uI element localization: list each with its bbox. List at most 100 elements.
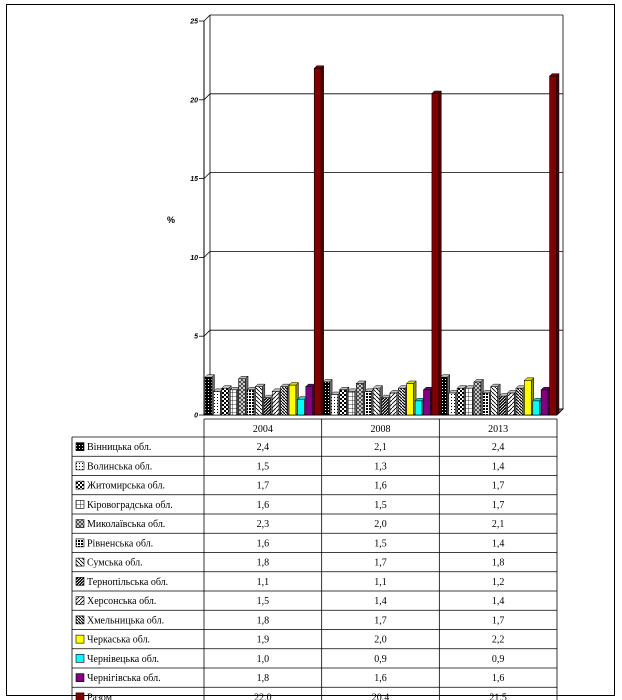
bar-side (320, 65, 324, 416)
bar-front (482, 392, 490, 416)
data-label: 1,9 (257, 635, 270, 646)
bar (313, 65, 325, 416)
bar-front (364, 391, 372, 416)
bar-front (381, 397, 389, 416)
data-label: 1,5 (374, 538, 387, 549)
legend-swatch (75, 634, 85, 644)
bar-front (515, 387, 524, 416)
data-label: 0,9 (374, 654, 387, 665)
data-label: 22,0 (254, 692, 272, 700)
bar (212, 388, 224, 416)
bar (481, 389, 493, 416)
data-label: 2,0 (374, 635, 387, 646)
bar-front (490, 386, 498, 416)
bar-front (263, 397, 272, 416)
gridline-diag (203, 329, 211, 337)
gridline-diag (203, 14, 211, 22)
legend-swatch (75, 519, 85, 528)
y-tick-label: 15 (190, 176, 198, 183)
data-label: 20,4 (372, 692, 390, 700)
data-label: 1,6 (374, 673, 387, 684)
legend-entry: Сумська обл. (87, 558, 143, 569)
bar-front (524, 380, 532, 416)
x-category-label: 2004 (253, 424, 273, 435)
bar-front (414, 400, 423, 416)
legend-swatch (75, 577, 85, 586)
data-label: 2,1 (374, 442, 387, 453)
bar-front (213, 391, 221, 416)
bar (540, 386, 552, 416)
bar (439, 374, 451, 416)
bar-front (330, 394, 339, 416)
bar-front (406, 383, 414, 416)
bar-front (313, 67, 322, 416)
bar (422, 386, 434, 416)
data-label: 1,4 (492, 596, 505, 607)
bar-side (438, 90, 442, 416)
bar (448, 389, 459, 416)
legend-swatch (75, 442, 85, 451)
bar (347, 388, 358, 416)
bar-front (397, 387, 406, 416)
bar (280, 383, 291, 416)
bar-front (448, 392, 456, 416)
data-label: 0,9 (492, 654, 505, 665)
legend-entry: Тернопільська обл. (87, 577, 168, 588)
data-label: 1,8 (257, 558, 270, 569)
y-tick-label: 10 (190, 255, 198, 262)
bar (389, 389, 400, 416)
bar-front (271, 391, 280, 416)
y-tick-label: 5 (194, 334, 198, 341)
bar (532, 397, 543, 416)
bar (414, 397, 426, 416)
data-label: 1,6 (492, 673, 505, 684)
legend-entry: Житомирська обл. (87, 481, 165, 492)
legend-entry: Рівненська обл. (87, 538, 153, 549)
y-tick-label: 20 (189, 97, 198, 104)
bar (229, 386, 241, 416)
legend-swatch (75, 480, 85, 490)
bar (263, 394, 274, 416)
data-label: 1,6 (257, 500, 270, 511)
legend-entry: Чернівецька обл. (87, 654, 159, 665)
data-label: 2,3 (257, 519, 270, 530)
data-label: 1,5 (257, 596, 270, 607)
data-label: 2,2 (492, 635, 505, 646)
bar (355, 380, 367, 416)
bar-front (288, 384, 297, 416)
legend-entry: Кіровоградська обл. (87, 500, 173, 511)
data-label: 1,7 (374, 558, 387, 569)
data-label: 2,4 (257, 442, 270, 453)
bar-front (229, 389, 238, 416)
legend-entry: Миколаївська обл. (87, 519, 165, 530)
data-label: 1,8 (257, 615, 270, 626)
bar-front (221, 387, 230, 416)
legend-entry: Черкаська обл. (87, 635, 150, 646)
bars-layer (204, 65, 560, 416)
bar (271, 388, 283, 416)
bar (506, 389, 518, 416)
x-category-label: 2013 (488, 424, 508, 435)
legend-entry: Вінницька обл. (87, 442, 151, 453)
data-label: 1,1 (257, 577, 270, 588)
data-label: 1,8 (492, 558, 505, 569)
data-label: 1,4 (492, 461, 505, 472)
legend-entry: Волинська обл. (87, 461, 152, 472)
bar (330, 391, 342, 416)
bar-front (280, 386, 288, 416)
bar (254, 383, 266, 416)
legend-swatch (75, 654, 85, 663)
chart-frame (6, 4, 615, 696)
bar (515, 385, 526, 416)
data-label: 2,1 (492, 519, 505, 530)
bar (238, 375, 249, 416)
data-label: 2,0 (374, 519, 387, 530)
bar (372, 385, 384, 416)
bar-front (204, 376, 213, 416)
legend-swatch (75, 557, 85, 567)
data-label: 1,0 (257, 654, 270, 665)
bar-front (347, 391, 356, 416)
bar-front (465, 387, 473, 416)
y-axis-label: % (167, 215, 175, 225)
data-label: 1,8 (257, 673, 270, 684)
